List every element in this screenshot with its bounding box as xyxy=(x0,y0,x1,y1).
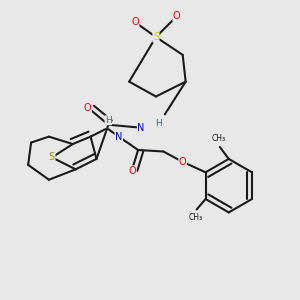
Text: N: N xyxy=(115,132,122,142)
Text: O: O xyxy=(84,103,92,113)
Text: O: O xyxy=(173,11,181,21)
Text: S: S xyxy=(153,32,159,42)
Text: S: S xyxy=(49,152,55,162)
Text: O: O xyxy=(128,166,136,176)
Text: CH₃: CH₃ xyxy=(188,213,202,222)
Text: H: H xyxy=(105,116,112,125)
Text: O: O xyxy=(131,17,139,27)
Text: N: N xyxy=(137,123,145,133)
Text: CH₃: CH₃ xyxy=(211,134,225,143)
Text: O: O xyxy=(179,157,187,167)
Text: H: H xyxy=(155,119,162,128)
